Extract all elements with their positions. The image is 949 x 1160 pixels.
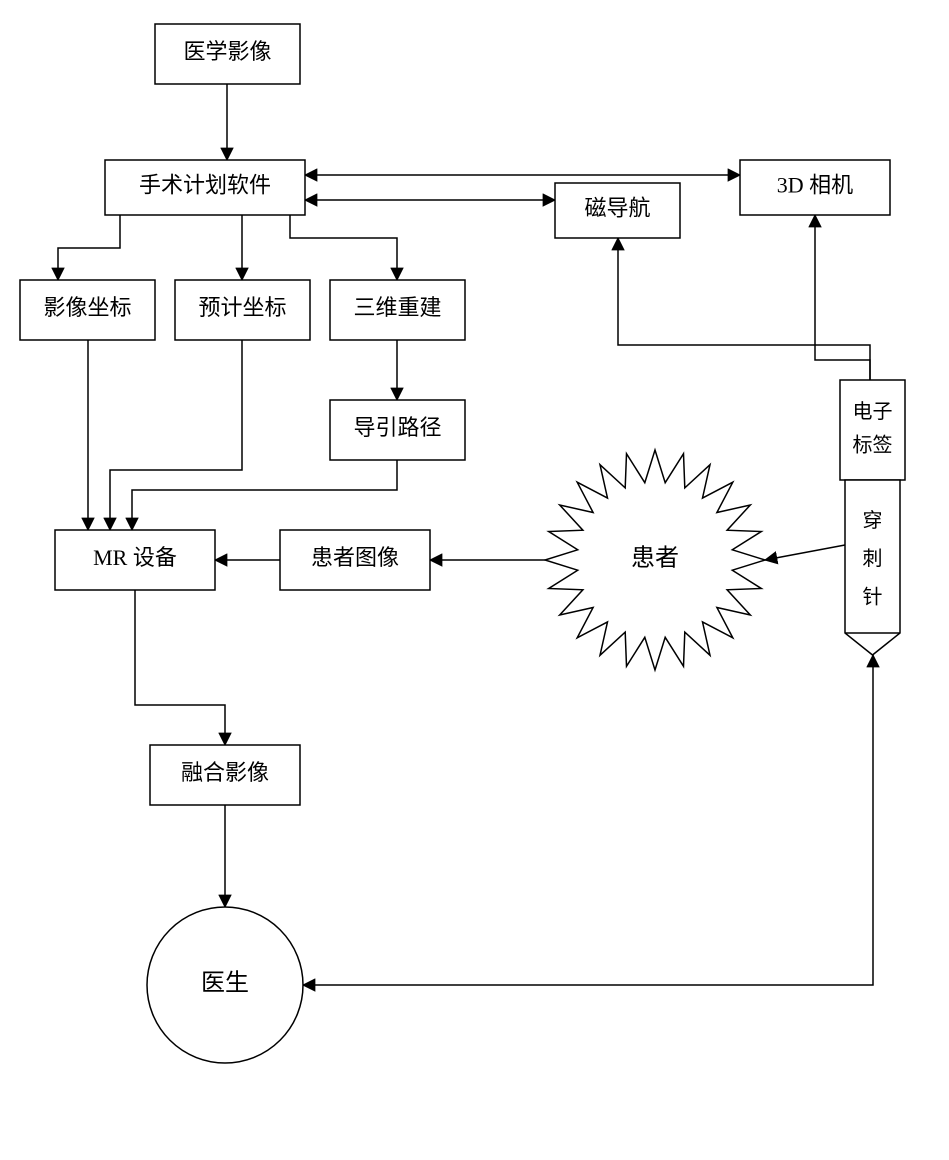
node-etag — [840, 380, 905, 480]
node-label-needle: 穿 — [863, 509, 883, 532]
node-label-medical_image: 医学影像 — [183, 39, 271, 64]
node-label-needle: 刺 — [863, 547, 883, 570]
node-label-predict_coord: 预计坐标 — [198, 295, 286, 320]
node-label-fused_image: 融合影像 — [181, 760, 269, 785]
edge-e18 — [303, 655, 873, 985]
node-label-image_coord: 影像坐标 — [43, 295, 131, 320]
node-label-magnetic_nav: 磁导航 — [584, 196, 650, 221]
node-label-camera_3d: 3D 相机 — [777, 173, 853, 198]
edge-e4 — [290, 215, 397, 280]
node-label-etag: 标签 — [853, 433, 893, 456]
edge-e2 — [58, 215, 120, 280]
edge-e13 — [765, 545, 845, 560]
node-label-patient: 患者 — [631, 545, 679, 572]
edge-e15 — [815, 215, 870, 380]
node-label-recon_3d: 三维重建 — [353, 295, 441, 320]
flowchart-canvas: 医学影像手术计划软件 3D 相机磁导航影像坐标 预计坐标 三维重建导引路径 电子标签穿刺… — [0, 0, 949, 1160]
edge-e9 — [110, 340, 242, 530]
node-label-patient_image: 患者图像 — [311, 545, 399, 570]
edge-e16 — [135, 590, 225, 745]
node-label-needle: 针 — [863, 585, 883, 608]
edge-e14 — [618, 238, 870, 380]
node-label-doctor: 医生 — [201, 970, 249, 997]
node-label-guide_path: 导引路径 — [353, 415, 441, 440]
node-label-mr_device: MR 设备 — [93, 545, 177, 570]
node-label-etag: 电子 — [853, 400, 893, 423]
node-label-plan_software: 手术计划软件 — [139, 173, 271, 198]
